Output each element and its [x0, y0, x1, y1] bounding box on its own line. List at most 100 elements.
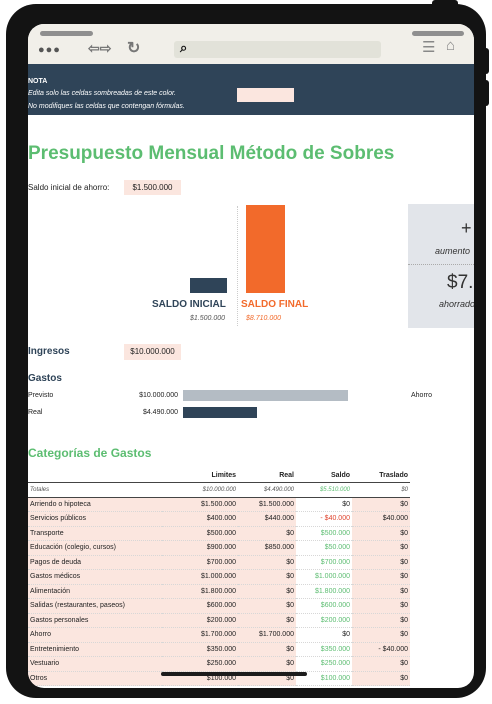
- row-real[interactable]: $0: [238, 569, 296, 585]
- totals-row: Totales $10.000.000 $4.490.000 $5.510.00…: [28, 482, 410, 498]
- row-real[interactable]: $0: [238, 613, 296, 628]
- row-saldo: $200.000: [296, 613, 352, 628]
- window-dots-icon[interactable]: ●●●: [38, 44, 61, 56]
- row-real[interactable]: $1.700.000: [238, 627, 296, 643]
- volume-up-button[interactable]: [482, 48, 489, 74]
- table-header: [28, 468, 162, 483]
- row-traslado[interactable]: $0: [352, 555, 410, 570]
- table-header-row: Limites Real Saldo Traslado: [28, 468, 410, 483]
- row-categoria[interactable]: Gastos médicos: [28, 569, 162, 585]
- row-categoria[interactable]: Vestuario: [28, 656, 162, 672]
- row-limites[interactable]: $1.800.000: [162, 584, 238, 599]
- real-bar: [183, 407, 257, 418]
- row-limites[interactable]: $1.500.000: [162, 497, 238, 512]
- row-saldo: $100.000: [296, 671, 352, 686]
- row-categoria[interactable]: Otros: [28, 671, 162, 686]
- saldo-inicial-label: Saldo inicial de ahorro:: [28, 183, 110, 192]
- panel-ahorrado: ahorrado: [439, 299, 474, 309]
- table-header: Limites: [211, 471, 236, 479]
- table-row: Transporte $500.000 $0 $500.000 $0: [28, 526, 410, 541]
- row-traslado[interactable]: $0: [352, 584, 410, 599]
- row-traslado[interactable]: $0: [352, 627, 410, 643]
- row-real[interactable]: $0: [238, 555, 296, 570]
- row-traslado[interactable]: $0: [352, 613, 410, 628]
- row-categoria[interactable]: Arriendo o hipoteca: [28, 497, 162, 512]
- chart-divider: [237, 206, 238, 326]
- row-categoria[interactable]: Alimentación: [28, 584, 162, 599]
- row-limites[interactable]: $500.000: [162, 526, 238, 541]
- saldo-inicial-bar: [190, 278, 227, 293]
- summary-panel: + aumento $7. ahorrado: [408, 204, 474, 328]
- row-categoria[interactable]: Servicios públicos: [28, 511, 162, 527]
- row-saldo: $500.000: [296, 526, 352, 541]
- row-categoria[interactable]: Ahorro: [28, 627, 162, 643]
- row-real[interactable]: $0: [238, 656, 296, 672]
- table-row: Salidas (restaurantes, paseos) $600.000 $0…: [28, 598, 410, 614]
- highlight-color-swatch: [237, 88, 294, 102]
- row-categoria[interactable]: Gastos personales: [28, 613, 162, 628]
- row-saldo: $1.000.000: [296, 569, 352, 585]
- table-row: Pagos de deuda $700.000 $0 $700.000 $0: [28, 555, 410, 570]
- row-real[interactable]: $0: [238, 526, 296, 541]
- ingresos-input[interactable]: $10.000.000: [124, 344, 181, 360]
- table-row: Entretenimiento $350.000 $0 $350.000- $40.0…: [28, 642, 410, 657]
- row-categoria[interactable]: Entretenimiento: [28, 642, 162, 657]
- row-saldo: $700.000: [296, 555, 352, 570]
- saldo-inicial-input[interactable]: $1.500.000: [124, 180, 181, 195]
- row-real[interactable]: $0: [238, 584, 296, 599]
- row-categoria[interactable]: Pagos de deuda: [28, 555, 162, 570]
- saldo-inicial-bar-label: SALDO INICIAL: [152, 299, 226, 310]
- row-categoria[interactable]: Educación (colegio, cursos): [28, 540, 162, 556]
- table-header: Real: [279, 471, 294, 479]
- saldo-final-bar-value: $8.710.000: [246, 315, 282, 322]
- table-row: Arriendo o hipoteca $1.500.000 $1.500.000 $…: [28, 497, 410, 512]
- home-icon[interactable]: ⌂: [446, 37, 456, 54]
- totals-real: $4.490.000: [238, 482, 296, 498]
- categorias-table: Limites Real Saldo Traslado Totales $10.…: [28, 468, 410, 686]
- row-categoria[interactable]: Salidas (restaurantes, paseos): [28, 598, 162, 614]
- row-real[interactable]: $1.500.000: [238, 497, 296, 512]
- row-limites[interactable]: $200.000: [162, 613, 238, 628]
- row-real[interactable]: $850.000: [238, 540, 296, 556]
- row-limites[interactable]: $350.000: [162, 642, 238, 657]
- row-limites[interactable]: $900.000: [162, 540, 238, 556]
- table-row: Alimentación $1.800.000 $0 $1.800.000 $0: [28, 584, 410, 599]
- row-limites[interactable]: $400.000: [162, 511, 238, 527]
- panel-amount: $7.: [447, 272, 474, 293]
- row-saldo: $250.000: [296, 656, 352, 672]
- previsto-label: Previsto: [28, 392, 54, 399]
- table-row: Ahorro $1.700.000 $1.700.000 $0 $0: [28, 627, 410, 643]
- volume-down-button[interactable]: [482, 80, 489, 106]
- row-real[interactable]: $440.000: [238, 511, 296, 527]
- row-limites[interactable]: $1.700.000: [162, 627, 238, 643]
- note-line-1: Edita solo las celdas sombreadas de este…: [28, 90, 176, 97]
- row-traslado[interactable]: $0: [352, 598, 410, 614]
- row-traslado[interactable]: $0: [352, 671, 410, 686]
- real-label: Real: [28, 409, 43, 416]
- row-limites[interactable]: $700.000: [162, 555, 238, 570]
- row-limites[interactable]: $250.000: [162, 656, 238, 672]
- reload-icon[interactable]: ↻: [127, 40, 141, 57]
- saldo-final-bar-label: SALDO FINAL: [241, 299, 309, 310]
- menu-icon[interactable]: ☰: [422, 39, 436, 56]
- row-traslado[interactable]: $40.000: [352, 511, 410, 527]
- row-categoria[interactable]: Transporte: [28, 526, 162, 541]
- home-indicator[interactable]: [161, 672, 307, 676]
- panel-divider: [408, 264, 474, 265]
- address-bar[interactable]: ⌕: [174, 40, 381, 58]
- panel-plus: +: [461, 218, 472, 238]
- row-traslado[interactable]: $0: [352, 569, 410, 585]
- row-traslado[interactable]: - $40.000: [352, 642, 410, 657]
- row-traslado[interactable]: $0: [352, 656, 410, 672]
- row-limites[interactable]: $600.000: [162, 598, 238, 614]
- row-limites[interactable]: $1.000.000: [162, 569, 238, 585]
- row-traslado[interactable]: $0: [352, 497, 410, 512]
- row-real[interactable]: $0: [238, 642, 296, 657]
- table-row: Servicios públicos $400.000 $440.000- $40.…: [28, 511, 410, 527]
- gastos-label: Gastos: [28, 373, 62, 384]
- power-button[interactable]: [432, 0, 458, 8]
- back-forward-icon[interactable]: ⇦⇨: [88, 40, 112, 56]
- row-traslado[interactable]: $0: [352, 526, 410, 541]
- row-real[interactable]: $0: [238, 598, 296, 614]
- row-traslado[interactable]: $0: [352, 540, 410, 556]
